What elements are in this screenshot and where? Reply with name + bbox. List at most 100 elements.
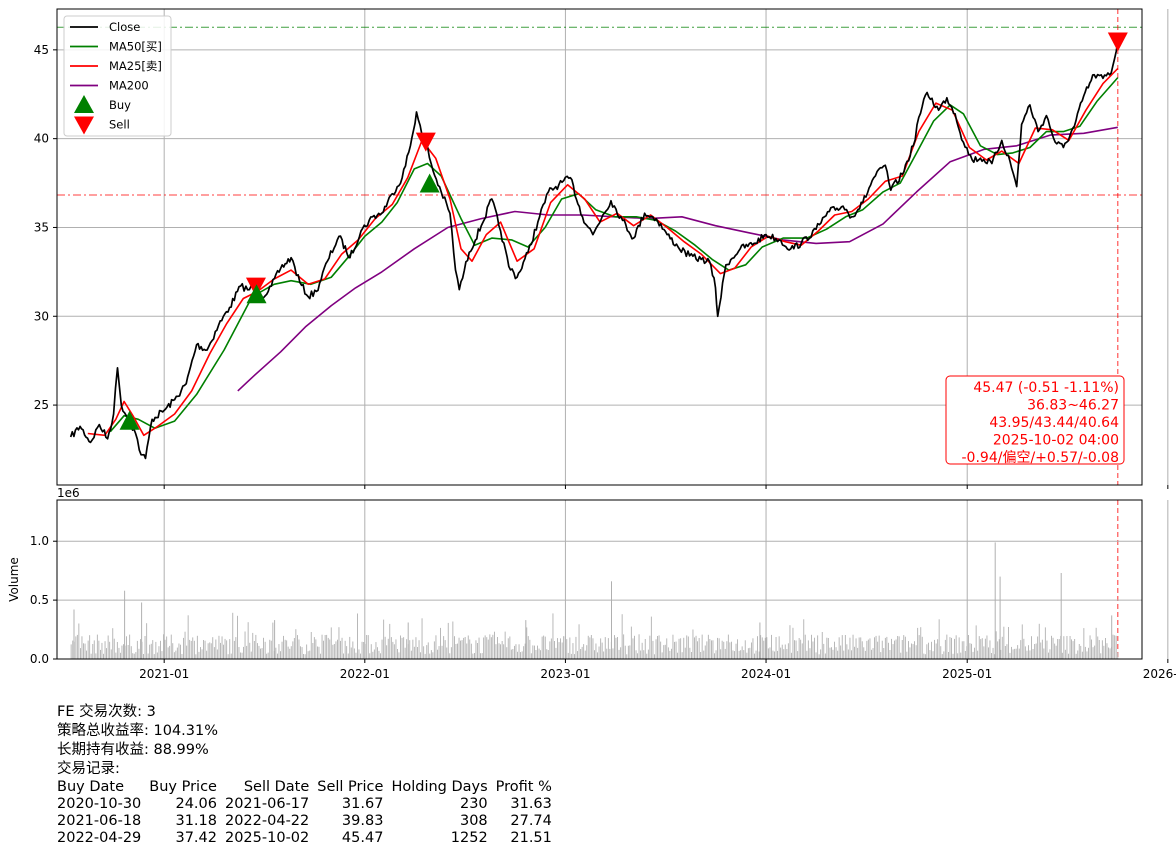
volume-bar bbox=[109, 641, 111, 659]
volume-bar bbox=[417, 647, 418, 659]
volume-bar bbox=[566, 639, 568, 659]
volume-bar bbox=[490, 637, 492, 659]
volume-bar bbox=[731, 641, 732, 659]
volume-bar bbox=[921, 636, 923, 659]
volume-bar bbox=[474, 653, 475, 659]
volume-bar bbox=[874, 637, 875, 659]
volume-bar bbox=[1040, 642, 1042, 659]
volume-axes-frame bbox=[56, 499, 1143, 660]
volume-bar bbox=[193, 640, 195, 659]
volume-bar bbox=[127, 645, 129, 659]
volume-bar bbox=[427, 642, 429, 659]
volume-bar bbox=[223, 644, 224, 659]
volume-bar bbox=[1089, 635, 1091, 659]
volume-bar bbox=[233, 640, 235, 659]
volume-bar bbox=[278, 644, 280, 659]
volume-bar bbox=[258, 645, 260, 659]
volume-bar bbox=[1058, 639, 1060, 659]
volume-bar bbox=[847, 649, 849, 659]
buy-hold-return-text: 长期持有收益: 88.99% bbox=[57, 742, 209, 758]
volume-bar bbox=[638, 634, 640, 659]
volume-bar bbox=[383, 619, 385, 659]
volume-bar bbox=[509, 636, 511, 659]
volume-bar bbox=[460, 640, 461, 659]
volume-bar bbox=[443, 636, 445, 659]
table-row: 2022-04-29 37.42 2025-10-02 45.47 1252 2… bbox=[57, 830, 552, 847]
volume-bar bbox=[521, 651, 523, 659]
volume-bar bbox=[326, 634, 328, 659]
volume-bar bbox=[957, 653, 959, 659]
volume-bar bbox=[586, 645, 588, 659]
volume-bar bbox=[761, 637, 763, 659]
holding-days-cell: 308 bbox=[459, 813, 488, 829]
volume-bar bbox=[164, 639, 166, 659]
volume-bar bbox=[601, 642, 603, 659]
volume-bar bbox=[156, 652, 158, 659]
volume-bar bbox=[252, 632, 254, 659]
volume-bar bbox=[1097, 636, 1099, 659]
volume-bar bbox=[627, 645, 629, 659]
price-y-tick-label: 40 bbox=[34, 132, 49, 146]
volume-bar bbox=[320, 653, 321, 659]
volume-bar bbox=[886, 636, 888, 659]
volume-bar bbox=[406, 639, 408, 659]
volume-bar bbox=[1112, 634, 1114, 659]
volume-bar bbox=[1083, 628, 1085, 659]
volume-bar bbox=[227, 654, 229, 659]
volume-bar bbox=[954, 638, 955, 659]
volume-bar bbox=[106, 648, 107, 659]
volume-bar bbox=[618, 649, 620, 659]
volume-bar bbox=[771, 634, 772, 659]
volume-bar bbox=[795, 640, 797, 659]
volume-bar bbox=[747, 648, 749, 659]
volume-bar bbox=[835, 647, 837, 659]
volume-bar bbox=[783, 649, 785, 659]
volume-bar bbox=[176, 647, 178, 659]
price-y-tick-label: 45 bbox=[34, 43, 49, 57]
volume-bar bbox=[940, 646, 942, 659]
volume-bar bbox=[212, 637, 214, 659]
volume-bar bbox=[767, 648, 769, 659]
volume-bar bbox=[1046, 640, 1048, 659]
trade-records-table: Buy Date Buy Price Sell Date Sell Price … bbox=[57, 779, 552, 847]
volume-bar bbox=[871, 649, 872, 659]
volume-bar bbox=[755, 650, 757, 659]
volume-bar bbox=[860, 637, 862, 659]
volume-bar bbox=[375, 642, 377, 659]
volume-bar bbox=[358, 649, 360, 659]
volume-bar bbox=[723, 641, 725, 659]
volume-bar bbox=[1105, 638, 1106, 659]
volume-bar bbox=[309, 650, 311, 659]
volume-spike-bar bbox=[1111, 615, 1113, 659]
volume-bar bbox=[180, 644, 181, 659]
volume-bar bbox=[775, 637, 777, 659]
volume-bar bbox=[1009, 652, 1011, 659]
volume-bar bbox=[621, 614, 623, 659]
volume-bar bbox=[678, 638, 680, 659]
volume-bar bbox=[286, 640, 288, 659]
buy-price-cell: 24.06 bbox=[175, 796, 217, 812]
volume-bar bbox=[663, 645, 665, 659]
volume-bar bbox=[120, 652, 121, 659]
volume-bar bbox=[914, 641, 915, 659]
volume-bar bbox=[487, 639, 489, 659]
volume-bar bbox=[561, 642, 563, 659]
volume-bar bbox=[244, 631, 246, 659]
volume-bar bbox=[1054, 643, 1056, 659]
volume-bar bbox=[423, 646, 425, 659]
legend-buy-marker bbox=[74, 95, 94, 113]
volume-spike-bar bbox=[525, 620, 527, 659]
volume-bar bbox=[292, 641, 294, 659]
x-tick-label: 2026-01 bbox=[1143, 667, 1176, 681]
volume-bar bbox=[1094, 645, 1096, 659]
volume-bar bbox=[1100, 653, 1102, 659]
volume-bar bbox=[190, 640, 192, 659]
volume-bar bbox=[632, 638, 634, 659]
volume-bar bbox=[695, 635, 697, 659]
series-line-close bbox=[69, 41, 1119, 460]
volume-bar bbox=[838, 637, 840, 659]
volume-bar bbox=[523, 646, 525, 659]
legend-label: MA25[卖] bbox=[109, 59, 162, 73]
volume-bar bbox=[363, 642, 365, 659]
volume-bar bbox=[717, 637, 718, 659]
